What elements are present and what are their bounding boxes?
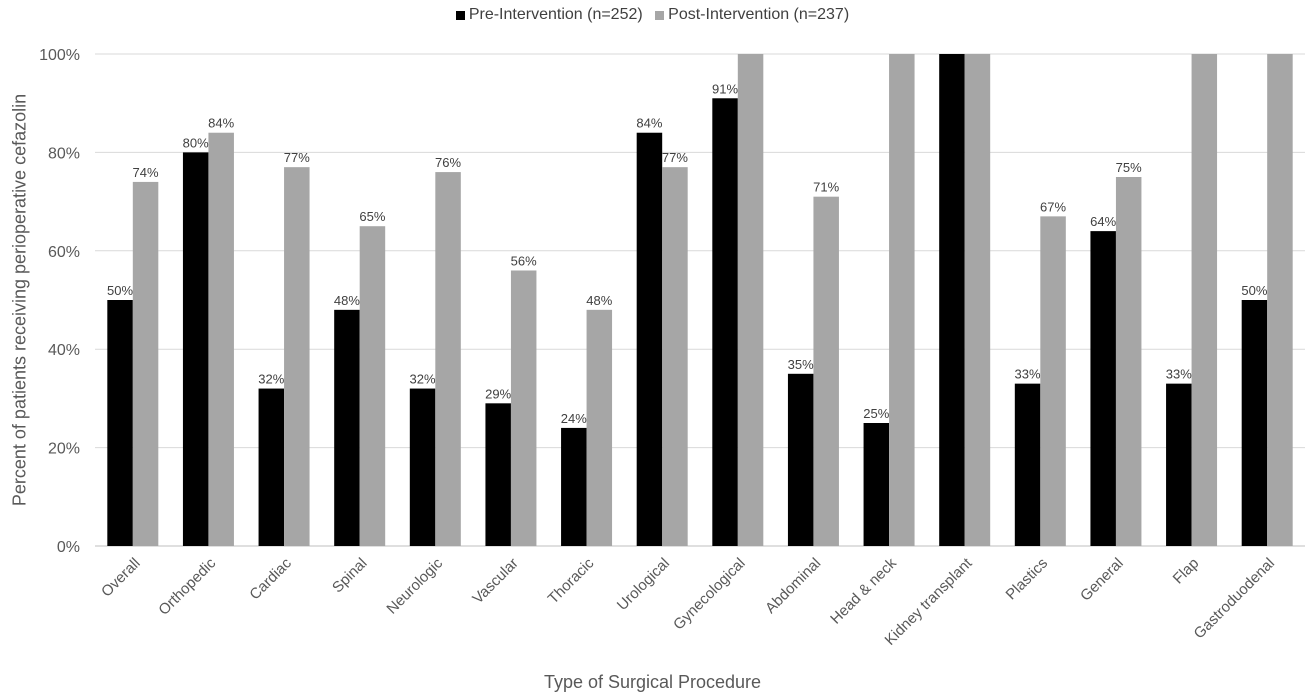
bar-post-intervention (662, 167, 688, 546)
bar-post-intervention (889, 54, 915, 546)
data-label: 71% (813, 180, 839, 195)
data-label: 32% (410, 372, 436, 387)
data-label: 29% (485, 386, 511, 401)
data-label: 76% (435, 155, 461, 170)
data-label: 50% (107, 283, 133, 298)
y-tick-label: 80% (48, 145, 80, 162)
bar-pre-intervention (1090, 231, 1116, 546)
legend-item-pre: Pre-Intervention (n=252) (455, 6, 643, 24)
chart-legend: Pre-Intervention (n=252) Post-Interventi… (0, 6, 1305, 25)
x-tick-label: Neurologic (383, 554, 446, 617)
bar-post-intervention (510, 270, 537, 546)
x-tick-label: Vascular (469, 555, 522, 608)
bar-post-intervention (435, 172, 461, 546)
bar-pre-intervention (258, 388, 285, 546)
bar-pre-intervention (182, 152, 209, 546)
bar-post-intervention (1040, 216, 1066, 547)
data-label: 48% (334, 293, 360, 308)
bar-pre-intervention (939, 54, 965, 546)
y-tick-label: 0% (57, 539, 80, 556)
bar-post-intervention (737, 54, 764, 546)
data-label: 25% (863, 406, 889, 421)
data-label: 80% (183, 135, 209, 150)
data-label: 33% (1166, 367, 1192, 382)
x-tick-label: Cardiac (246, 554, 295, 603)
data-label: 50% (1241, 283, 1267, 298)
bar-post-intervention (964, 54, 991, 546)
x-tick-label: Gastroduodenal (1191, 555, 1279, 643)
data-label: 64% (1090, 214, 1116, 229)
bar-post-intervention (208, 132, 234, 546)
bar-pre-intervention (107, 300, 133, 546)
x-axis-title: Type of Surgical Procedure (543, 672, 762, 692)
bar-post-intervention (813, 196, 839, 546)
x-tick-label: General (1077, 555, 1127, 605)
bar-pre-intervention (409, 388, 436, 546)
x-tick-label: Plastics (1003, 555, 1052, 604)
y-tick-label: 60% (48, 244, 80, 261)
data-label: 56% (511, 253, 537, 268)
bar-pre-intervention (712, 98, 738, 546)
y-tick-label: 40% (48, 342, 80, 359)
bar-post-intervention (284, 167, 310, 546)
x-tick-label: Orthopedic (155, 554, 219, 618)
x-tick-label: Head & neck (827, 554, 900, 627)
bar-pre-intervention (787, 373, 814, 546)
x-tick-label: Overall (98, 555, 144, 601)
x-tick-label: Spinal (329, 555, 371, 597)
bar-post-intervention (132, 181, 159, 547)
x-tick-label: Urological (614, 555, 673, 614)
bar-post-intervention (359, 226, 386, 546)
legend-label-post: Post-Intervention (n=237) (668, 6, 850, 23)
data-label: 77% (662, 150, 688, 165)
data-label: 91% (712, 81, 738, 96)
bar-post-intervention (1191, 54, 1218, 546)
bar-post-intervention (586, 309, 613, 546)
data-label: 24% (561, 411, 587, 426)
bar-pre-intervention (485, 403, 511, 546)
legend-swatch-post (655, 10, 665, 20)
legend-swatch-pre (455, 10, 465, 20)
data-label: 84% (208, 116, 234, 131)
bar-pre-intervention (561, 427, 587, 546)
bar-post-intervention (1115, 177, 1142, 546)
legend-label-pre: Pre-Intervention (n=252) (468, 6, 643, 23)
data-label: 32% (258, 372, 284, 387)
bar-pre-intervention (1241, 300, 1268, 546)
x-tick-label: Gynecological (670, 555, 749, 634)
data-label: 33% (1015, 367, 1041, 382)
data-label: 48% (586, 293, 612, 308)
data-label: 84% (636, 116, 662, 131)
y-tick-label: 20% (48, 441, 80, 458)
data-label: 75% (1116, 160, 1142, 175)
bar-pre-intervention (863, 423, 890, 546)
bar-pre-intervention (1014, 383, 1041, 546)
data-label: 35% (788, 357, 814, 372)
bar-post-intervention (1267, 54, 1293, 546)
data-label: 74% (133, 165, 159, 180)
bar-pre-intervention (636, 132, 663, 546)
data-label: 67% (1040, 199, 1066, 214)
data-label: 77% (284, 150, 310, 165)
legend-item-post: Post-Intervention (n=237) (655, 6, 849, 24)
x-tick-label: Abdominal (762, 555, 824, 617)
y-tick-label: 100% (39, 47, 80, 64)
bar-pre-intervention (334, 309, 360, 546)
x-tick-label: Flap (1170, 555, 1203, 588)
y-axis-title: Percent of patients receiving perioperat… (9, 93, 30, 507)
x-tick-label: Thoracic (545, 554, 598, 607)
data-label: 65% (359, 209, 385, 224)
bar-pre-intervention (1166, 383, 1192, 546)
